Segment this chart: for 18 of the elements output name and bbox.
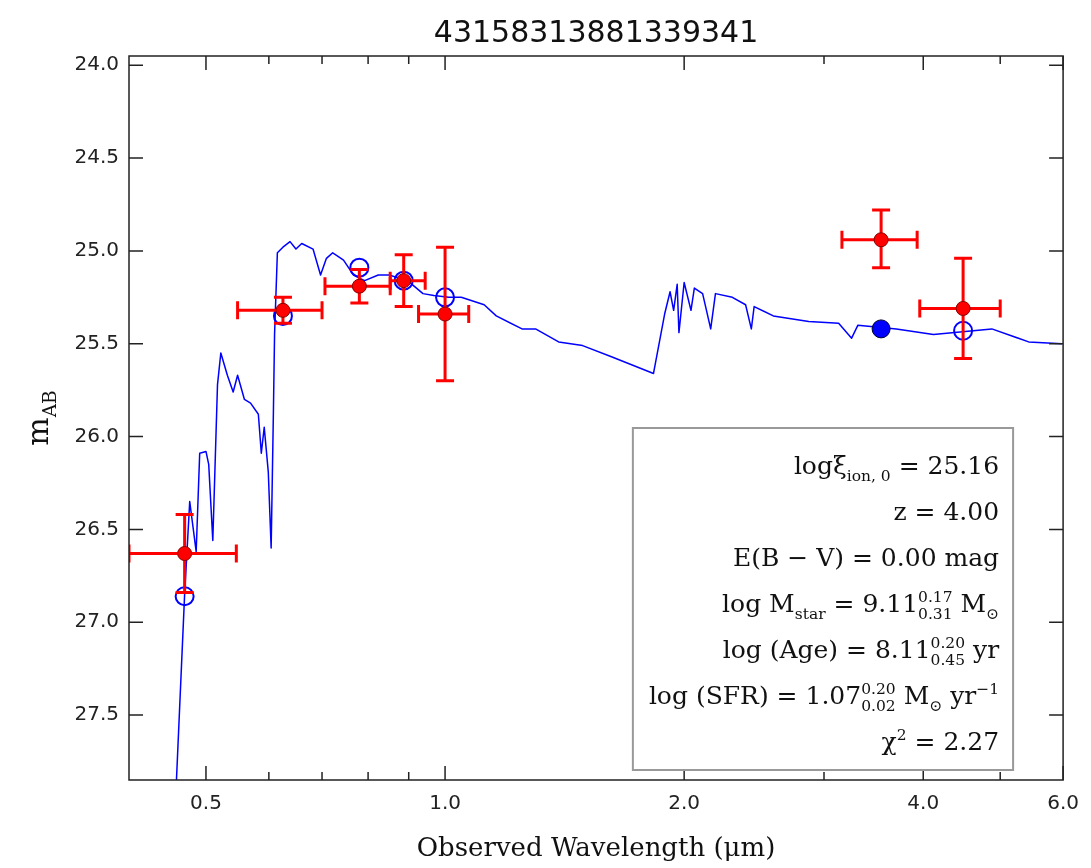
y-tick-label: 25.0: [74, 237, 119, 262]
x-tick-label: 0.5: [190, 790, 222, 815]
y-tick-label: 25.5: [74, 329, 119, 354]
x-tick-label: 1.0: [429, 790, 461, 815]
annotation: z = 4.00: [893, 497, 1000, 526]
y-tick-label: 24.0: [74, 51, 119, 76]
y-tick-label: 24.5: [74, 144, 119, 169]
x-tick-label: 2.0: [668, 790, 701, 815]
y-tick-label: 27.5: [74, 701, 119, 726]
y-axis-title: mAB: [20, 390, 61, 446]
x-axis-title: Observed Wavelength (μm): [416, 832, 776, 862]
y-tick-label: 26.0: [74, 422, 119, 447]
x-tick-label: 4.0: [907, 790, 940, 815]
annotation: E(B − V) = 0.00 mag: [733, 543, 1000, 572]
chart-title: 43158313881339341: [433, 14, 759, 49]
y-tick-label: 27.0: [74, 608, 119, 633]
y-tick-label: 26.5: [74, 515, 119, 540]
x-tick-label: 6.0: [1047, 790, 1079, 815]
